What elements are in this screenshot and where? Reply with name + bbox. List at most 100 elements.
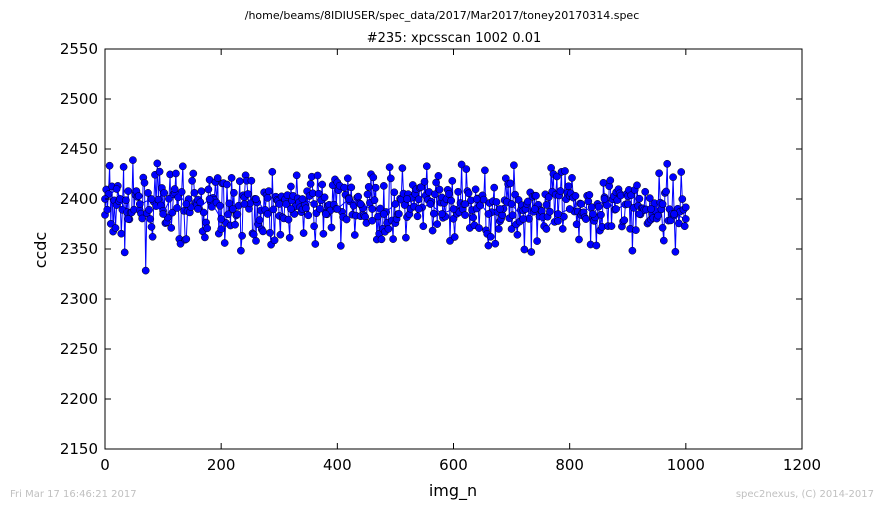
noise-point — [168, 208, 177, 217]
noise-point — [313, 171, 322, 180]
noise-point — [544, 193, 553, 202]
data-point — [635, 210, 644, 218]
data-point — [228, 205, 237, 213]
noise-point — [542, 200, 551, 209]
noise-point — [363, 190, 372, 199]
noise-point — [553, 172, 561, 181]
x-tick-label: 800 — [555, 456, 584, 474]
noise-point — [398, 164, 407, 172]
chart-title: #235: xpcsscan 1002 0.01 — [367, 31, 542, 46]
noise-point — [182, 235, 191, 243]
noise-point — [513, 230, 522, 239]
noise-point — [386, 174, 395, 183]
noise-point — [402, 233, 410, 242]
noise-point — [641, 187, 650, 196]
noise-point — [320, 193, 329, 202]
noise-point — [201, 233, 209, 242]
noise-point — [284, 215, 293, 224]
noise-point — [350, 231, 359, 239]
noise-point — [448, 177, 457, 185]
noise-point — [592, 241, 601, 250]
noise-point — [310, 222, 318, 231]
y-tick-label: 2500 — [60, 90, 98, 108]
noise-point — [371, 183, 380, 192]
noise-point — [204, 185, 213, 194]
data-point — [403, 195, 411, 203]
noise-point — [428, 226, 437, 235]
noise-point — [190, 188, 199, 197]
chart-suptitle: /home/beams/8IDIUSER/spec_data/2017/Mar2… — [245, 9, 640, 22]
data-point — [275, 200, 284, 208]
noise-point — [564, 182, 573, 191]
noise-point — [571, 192, 580, 200]
noise-point — [476, 201, 485, 210]
footer-credit: spec2nexus, (C) 2014-2017 — [735, 489, 874, 500]
noise-point — [276, 230, 285, 239]
noise-point — [304, 211, 313, 220]
noise-point — [597, 210, 605, 219]
noise-point — [447, 196, 456, 205]
noise-point — [336, 242, 345, 250]
noise-point — [469, 213, 478, 222]
noise-point — [225, 199, 234, 208]
noise-point — [306, 180, 315, 188]
noise-point — [508, 211, 517, 220]
noise-point — [484, 241, 493, 250]
noise-point — [217, 225, 226, 233]
noise-point — [153, 159, 162, 168]
data-point — [263, 210, 272, 218]
noise-point — [659, 236, 668, 245]
data-point — [426, 200, 435, 208]
noise-point — [364, 183, 373, 191]
data-point — [321, 210, 330, 218]
noise-point — [662, 187, 670, 196]
noise-point — [454, 187, 462, 196]
noise-point — [141, 266, 150, 275]
data-point — [681, 215, 690, 223]
noise-point — [167, 224, 176, 232]
noise-point — [189, 169, 198, 178]
noise-point — [384, 225, 393, 233]
noise-point — [556, 187, 565, 195]
series-layer — [101, 185, 690, 233]
y-tick-label: 2250 — [60, 340, 98, 358]
data-point — [159, 210, 167, 218]
noise-point — [568, 174, 576, 182]
noise-point — [464, 189, 473, 198]
noise-point — [197, 187, 206, 196]
noise-point — [494, 225, 503, 233]
noise-point — [680, 222, 689, 231]
y-tick-label: 2450 — [60, 140, 98, 158]
noise-point — [203, 224, 212, 233]
noise-point — [429, 209, 438, 218]
x-tick-label: 1000 — [667, 456, 705, 474]
noise-point — [368, 216, 377, 225]
data-point — [205, 195, 214, 203]
noise-point — [671, 247, 680, 256]
data-point — [333, 205, 342, 213]
noise-point — [546, 207, 554, 216]
noise-point — [342, 215, 351, 224]
data-point — [600, 195, 609, 203]
data-point — [484, 210, 493, 218]
noise-point — [379, 182, 388, 190]
y-tick-label: 2550 — [60, 40, 98, 58]
noise-point — [252, 237, 260, 245]
noise-point — [266, 228, 274, 237]
data-point — [345, 195, 353, 203]
noise-point — [249, 230, 258, 239]
data-point — [298, 195, 307, 203]
noise-point — [244, 190, 252, 198]
noise-point — [677, 168, 686, 176]
noise-point — [299, 229, 308, 237]
y-axis-ticks: 2150 2200 2250 2300 2350 2400 2450 2500 2550 — [60, 40, 802, 458]
noise-point — [607, 222, 616, 230]
noise-point — [111, 224, 120, 232]
noise-point — [628, 246, 637, 255]
noise-point — [422, 162, 431, 171]
data-point — [414, 205, 423, 213]
data-point — [135, 200, 144, 208]
plot-area — [101, 48, 803, 450]
data-point — [670, 210, 679, 218]
noise-point — [354, 192, 363, 201]
